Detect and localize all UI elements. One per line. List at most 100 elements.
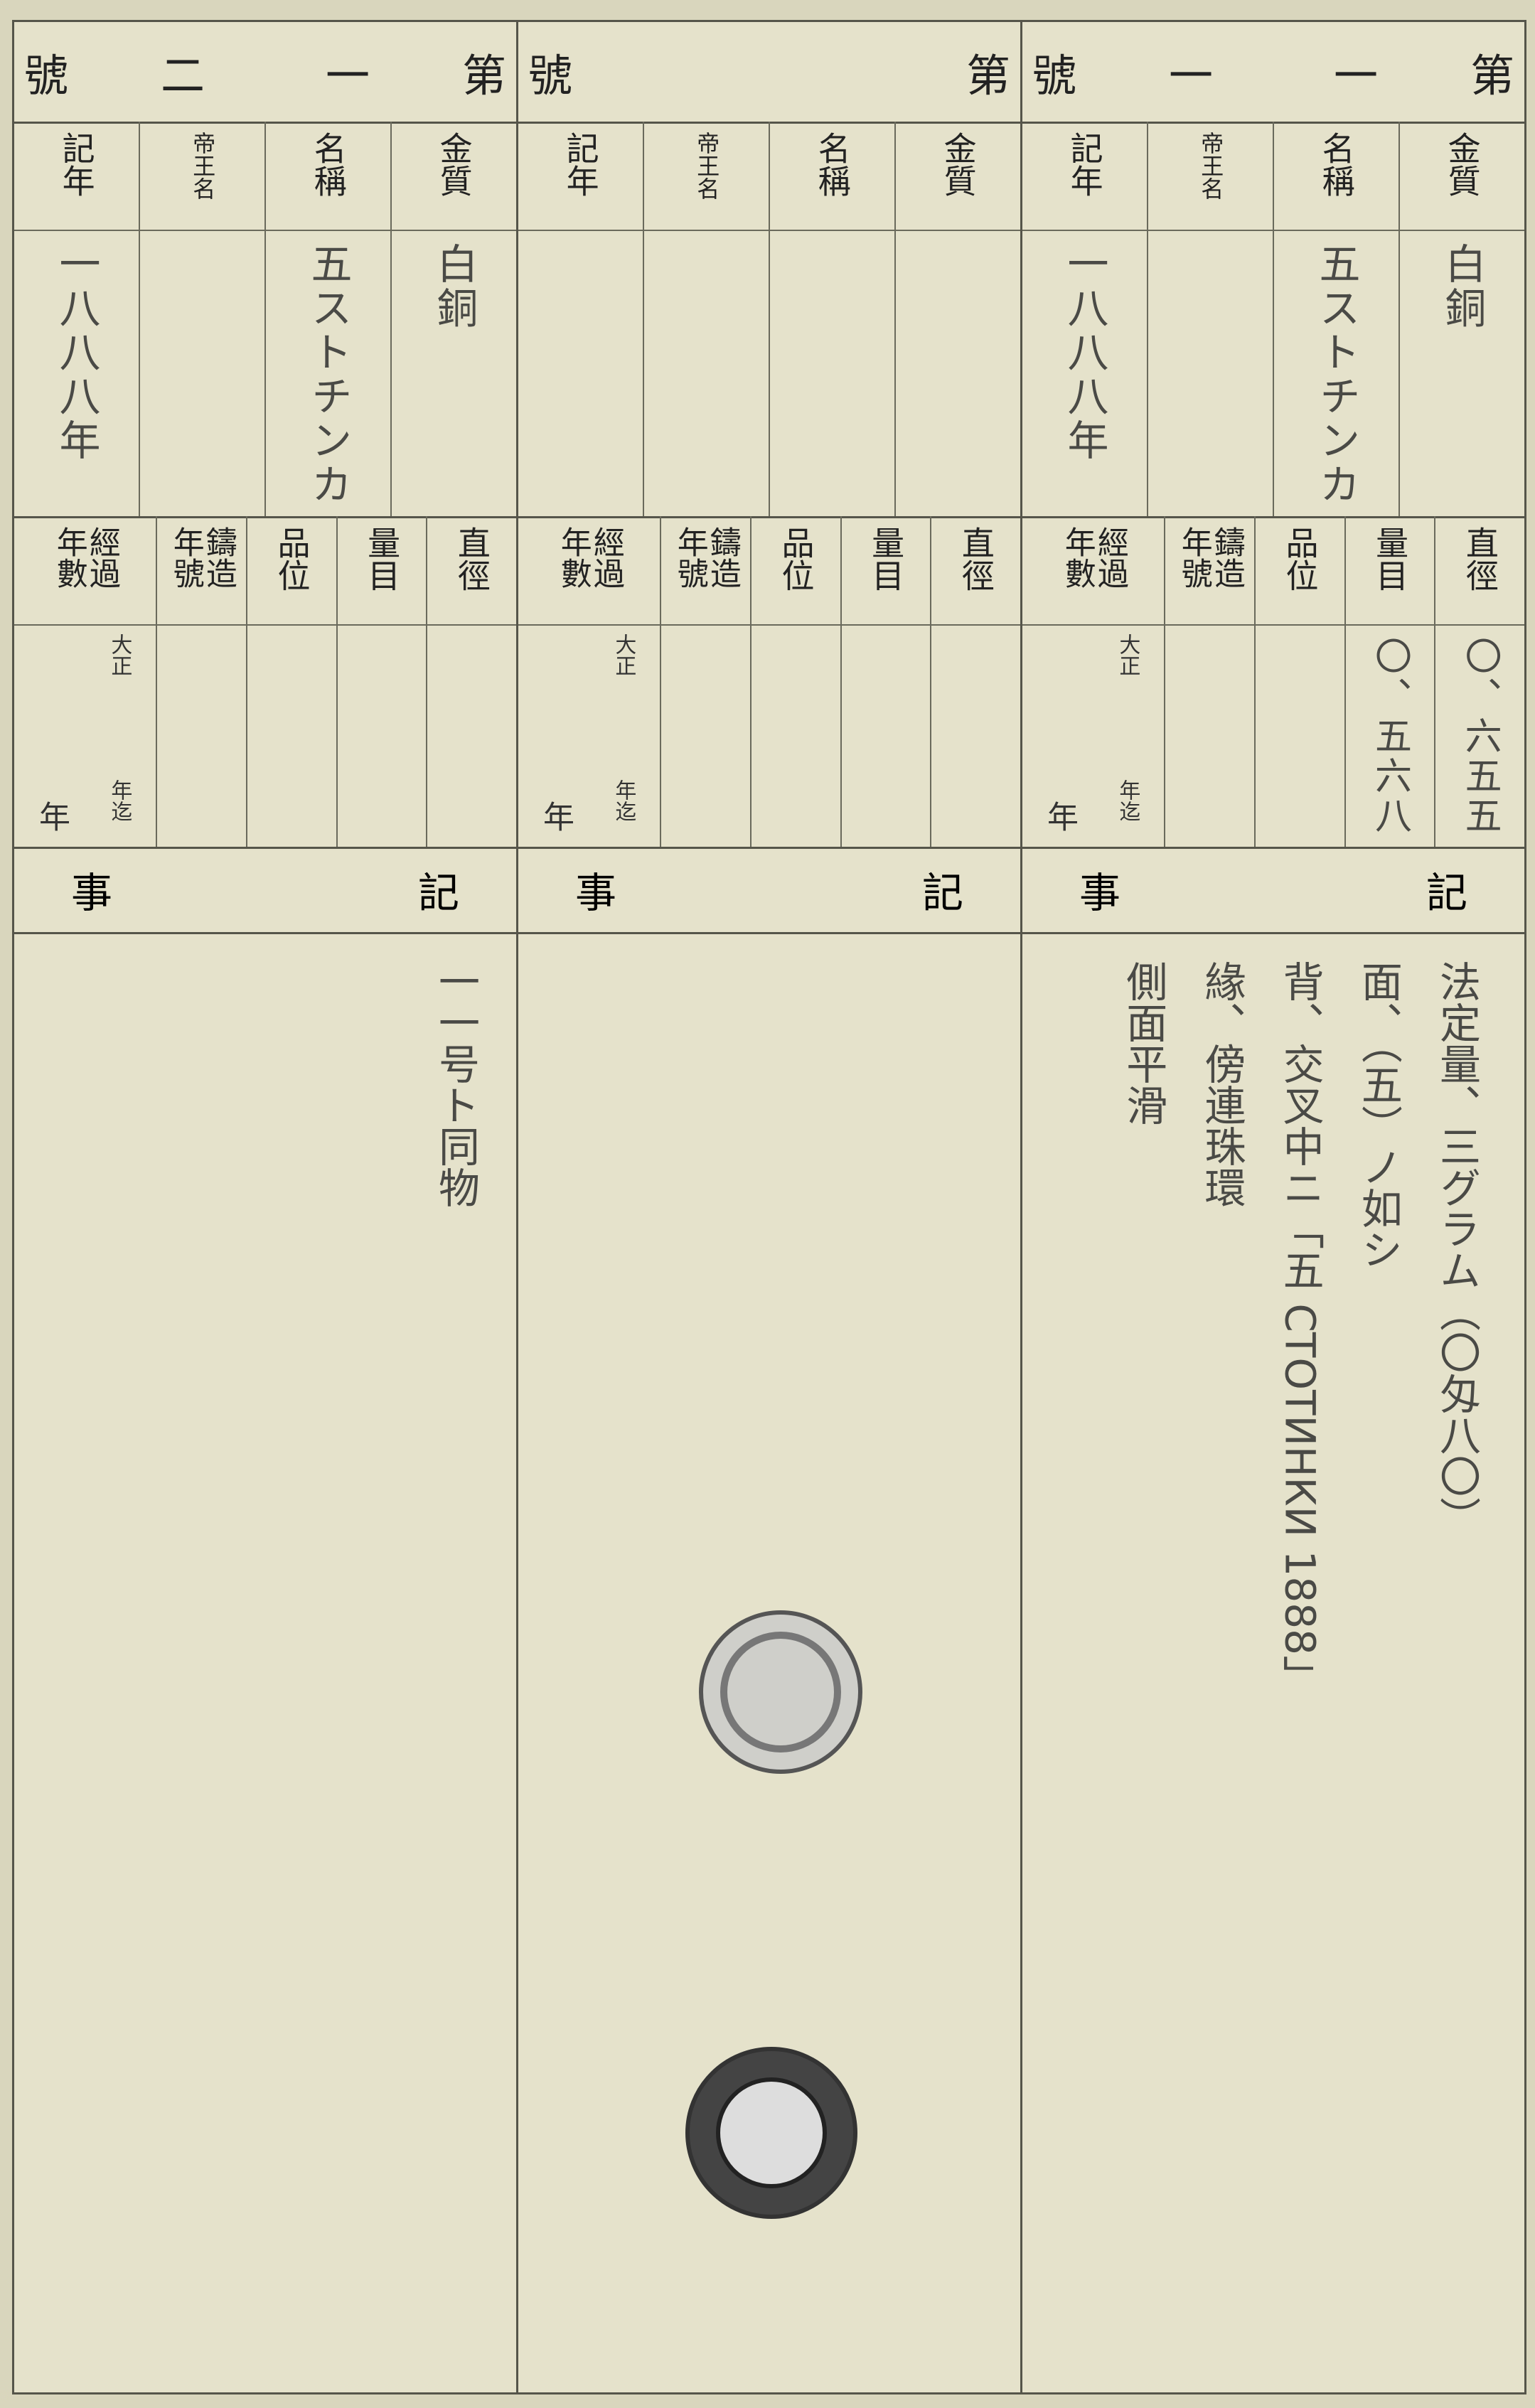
notes-title-right: 記 [417, 869, 459, 917]
notes-title-left: 事 [1079, 869, 1121, 917]
field-cell: 帝王名 [1148, 122, 1274, 516]
measure-label-box: 品位 [752, 526, 840, 626]
field-label-box: 金質 [392, 132, 516, 231]
panel-header: 第一二號 [14, 22, 516, 124]
measure-label: 量目 [867, 526, 906, 592]
field-label-box: 帝王名 [1148, 132, 1273, 231]
measure-row: 經過年數 大正 年迄年鑄造年號 品位 量目 直徑 [14, 516, 516, 849]
years-label: 年 [33, 801, 70, 832]
header-suffix: 號 [528, 50, 573, 102]
notes-title-left: 事 [71, 869, 113, 917]
header-digit: 二 [160, 50, 205, 102]
measure-label-box: 直徑 [1435, 526, 1524, 626]
field-label: 記年 [1065, 132, 1104, 197]
measure-label: 品位 [272, 526, 311, 592]
header-number: 一一 [1076, 40, 1470, 104]
measure-cell: 品位 [752, 516, 842, 847]
measure-cell: 經過年數大正年迄年 [14, 516, 158, 847]
header-digit: 一 [1168, 50, 1213, 102]
measure-label-box: 鑄造年號 [661, 526, 751, 626]
measure-cell: 鑄造年號 [1165, 516, 1256, 847]
panel-header: 第一一號 [1022, 22, 1524, 124]
notes-title-right: 記 [1426, 869, 1467, 917]
header-suffix: 號 [1032, 50, 1077, 102]
field-cell: 名稱 五ストチンカ [1274, 122, 1400, 516]
field-cell: 名稱 五ストチンカ [266, 122, 392, 516]
note-line: 背、交叉中ニ「五 СТОТИНКИ 1888」 [1275, 960, 1325, 1697]
field-cell: 記年 一八八八年 [14, 122, 140, 516]
measure-label: 直徑 [1460, 526, 1499, 592]
measure-row: 經過年數 大正 年迄年鑄造年號 品位 量目 直徑 [518, 516, 1020, 849]
measure-label-box: 經過年數 [518, 526, 660, 626]
field-cell: 金質 [896, 122, 1020, 516]
field-value: 白銅 [1438, 242, 1487, 331]
field-cell: 帝王名 [644, 122, 770, 516]
measure-cell: 量目 [337, 516, 428, 847]
measure-label: 經過年數 [50, 526, 120, 589]
notes-header: 事記 [14, 847, 516, 934]
header-prefix: 第 [966, 50, 1010, 102]
measure-label-box: 量目 [1345, 526, 1435, 626]
header-number: 一二 [68, 40, 462, 104]
field-label-box: 帝王名 [140, 132, 264, 231]
panel-header: 第號 [518, 22, 1020, 124]
field-label-box: 名稱 [770, 132, 894, 231]
field-label: 記年 [57, 132, 96, 197]
measure-label: 直徑 [956, 526, 995, 592]
measure-cell: 經過年數 大正 年迄年 [1022, 516, 1166, 847]
field-label: 金質 [938, 132, 978, 197]
panel: 第號記年 帝王名 名稱 金質 經過年數 大正 年迄年鑄造年號 品位 量目 直徑事記 [518, 22, 1022, 2392]
measure-cell: 直徑 〇、六五五 [1435, 516, 1524, 847]
field-label-box: 金質 [896, 132, 1020, 231]
measure-cell: 品位 [1256, 516, 1346, 847]
measure-label: 鑄造年號 [671, 526, 741, 589]
field-label-box: 名稱 [266, 132, 390, 231]
measure-label-box: 直徑 [427, 526, 516, 626]
field-cell: 名稱 [770, 122, 896, 516]
measure-label-box: 鑄造年號 [157, 526, 247, 626]
notes-header: 事記 [518, 847, 1020, 934]
measure-label: 品位 [776, 526, 815, 592]
note-line: 緣、傍連珠環 [1197, 960, 1246, 1208]
field-label-box: 金質 [1400, 132, 1524, 231]
measure-label: 鑄造年號 [167, 526, 237, 589]
measure-label: 經過年數 [555, 526, 624, 589]
until-label: 年迄 [611, 779, 636, 822]
notes-title-right: 記 [921, 869, 963, 917]
notes-body: 一一号ト同物 [417, 960, 495, 1208]
field-cell: 金質 白銅 [1400, 122, 1524, 516]
header-digit: 一 [1334, 50, 1379, 102]
field-cell: 記年 一八八八年 [1022, 122, 1148, 516]
measure-label-box: 品位 [1256, 526, 1344, 626]
field-label: 帝王名 [1197, 132, 1225, 200]
era-label: 大正 [107, 633, 132, 676]
field-value: 五ストチンカ [1312, 242, 1361, 507]
until-label: 年迄 [107, 779, 132, 822]
field-label: 帝王名 [693, 132, 721, 200]
years-label: 年 [537, 801, 574, 832]
measure-cell: 量目 [841, 516, 932, 847]
measure-value: 〇、六五五 [1458, 637, 1502, 836]
measure-label: 量目 [1371, 526, 1410, 592]
field-row: 記年 一八八八年 帝王名 名稱 五ストチンカ 金質 白銅 [14, 122, 516, 518]
field-value: 五ストチンカ [304, 242, 353, 507]
measure-cell: 品位 [247, 516, 338, 847]
measure-value: 〇、五六八 [1368, 637, 1411, 836]
measure-row: 經過年數 大正 年迄年鑄造年號 品位 量目 〇、五六八 直徑 〇、六五五 [1022, 516, 1524, 849]
catalog-page: 第一二號記年 一八八八年 帝王名 名稱 五ストチンカ 金質 白銅 經過年數 大正 年迄年鑄造年號品… [12, 20, 1526, 2394]
field-label: 記年 [561, 132, 600, 197]
header-suffix: 號 [24, 50, 69, 102]
notes-header: 事記 [1022, 847, 1524, 934]
field-cell: 帝王名 [140, 122, 266, 516]
field-label-box: 名稱 [1274, 132, 1398, 231]
panel: 第一二號記年 一八八八年 帝王名 名稱 五ストチンカ 金質 白銅 經過年數 大正 年迄年鑄造年號品… [14, 22, 518, 2392]
measure-cell: 鑄造年號 [661, 516, 752, 847]
header-digit: 一 [326, 50, 370, 102]
field-row: 記年 一八八八年 帝王名 名稱五ストチンカ 金質白銅 [1022, 122, 1524, 518]
header-prefix: 第 [1470, 50, 1514, 102]
field-label: 名稱 [1317, 132, 1356, 197]
field-label: 名稱 [813, 132, 852, 197]
measure-label: 直徑 [452, 526, 491, 592]
field-label-box: 帝王名 [644, 132, 769, 231]
